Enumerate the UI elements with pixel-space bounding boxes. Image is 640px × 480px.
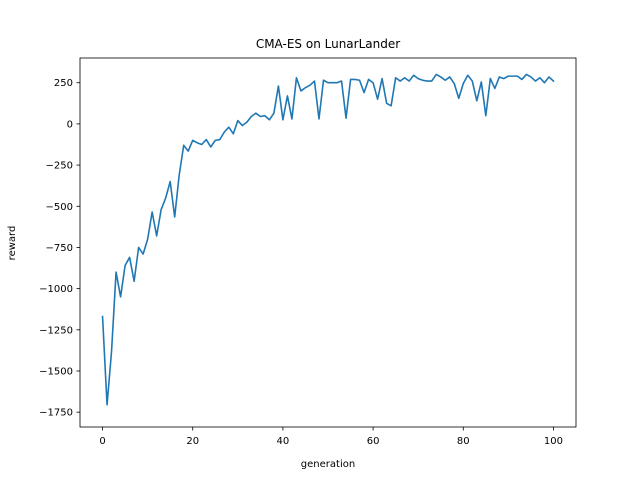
y-tick-label: −1000 xyxy=(39,284,73,295)
x-tick-label: 20 xyxy=(186,436,199,447)
y-tick-label: −1250 xyxy=(39,325,73,336)
y-tick-label: −250 xyxy=(46,161,73,172)
y-tick-label: −1500 xyxy=(39,366,73,377)
x-tick-label: 80 xyxy=(457,436,470,447)
x-axis: 0 20 40 60 80 100 xyxy=(99,427,563,447)
y-tick-label: −1750 xyxy=(39,408,73,419)
y-tick-label: −750 xyxy=(46,243,73,254)
reward-series-line xyxy=(101,73,555,406)
axes-frame xyxy=(79,57,577,428)
x-tick-label: 100 xyxy=(544,436,563,447)
y-tick-label: 250 xyxy=(54,78,73,89)
y-axis: 250 0 −250 −500 −750 −1000 −1250 −1500 −1750 xyxy=(39,78,80,419)
x-axis-label: generation xyxy=(301,459,355,470)
y-tick-label: 0 xyxy=(67,119,73,130)
x-tick-label: 0 xyxy=(99,436,105,447)
x-tick-label: 60 xyxy=(367,436,380,447)
chart-title: CMA-ES on LunarLander xyxy=(256,37,400,51)
plot-area xyxy=(101,73,555,406)
y-axis-label: reward xyxy=(7,226,18,261)
y-tick-label: −500 xyxy=(46,202,73,213)
x-tick-label: 40 xyxy=(277,436,290,447)
